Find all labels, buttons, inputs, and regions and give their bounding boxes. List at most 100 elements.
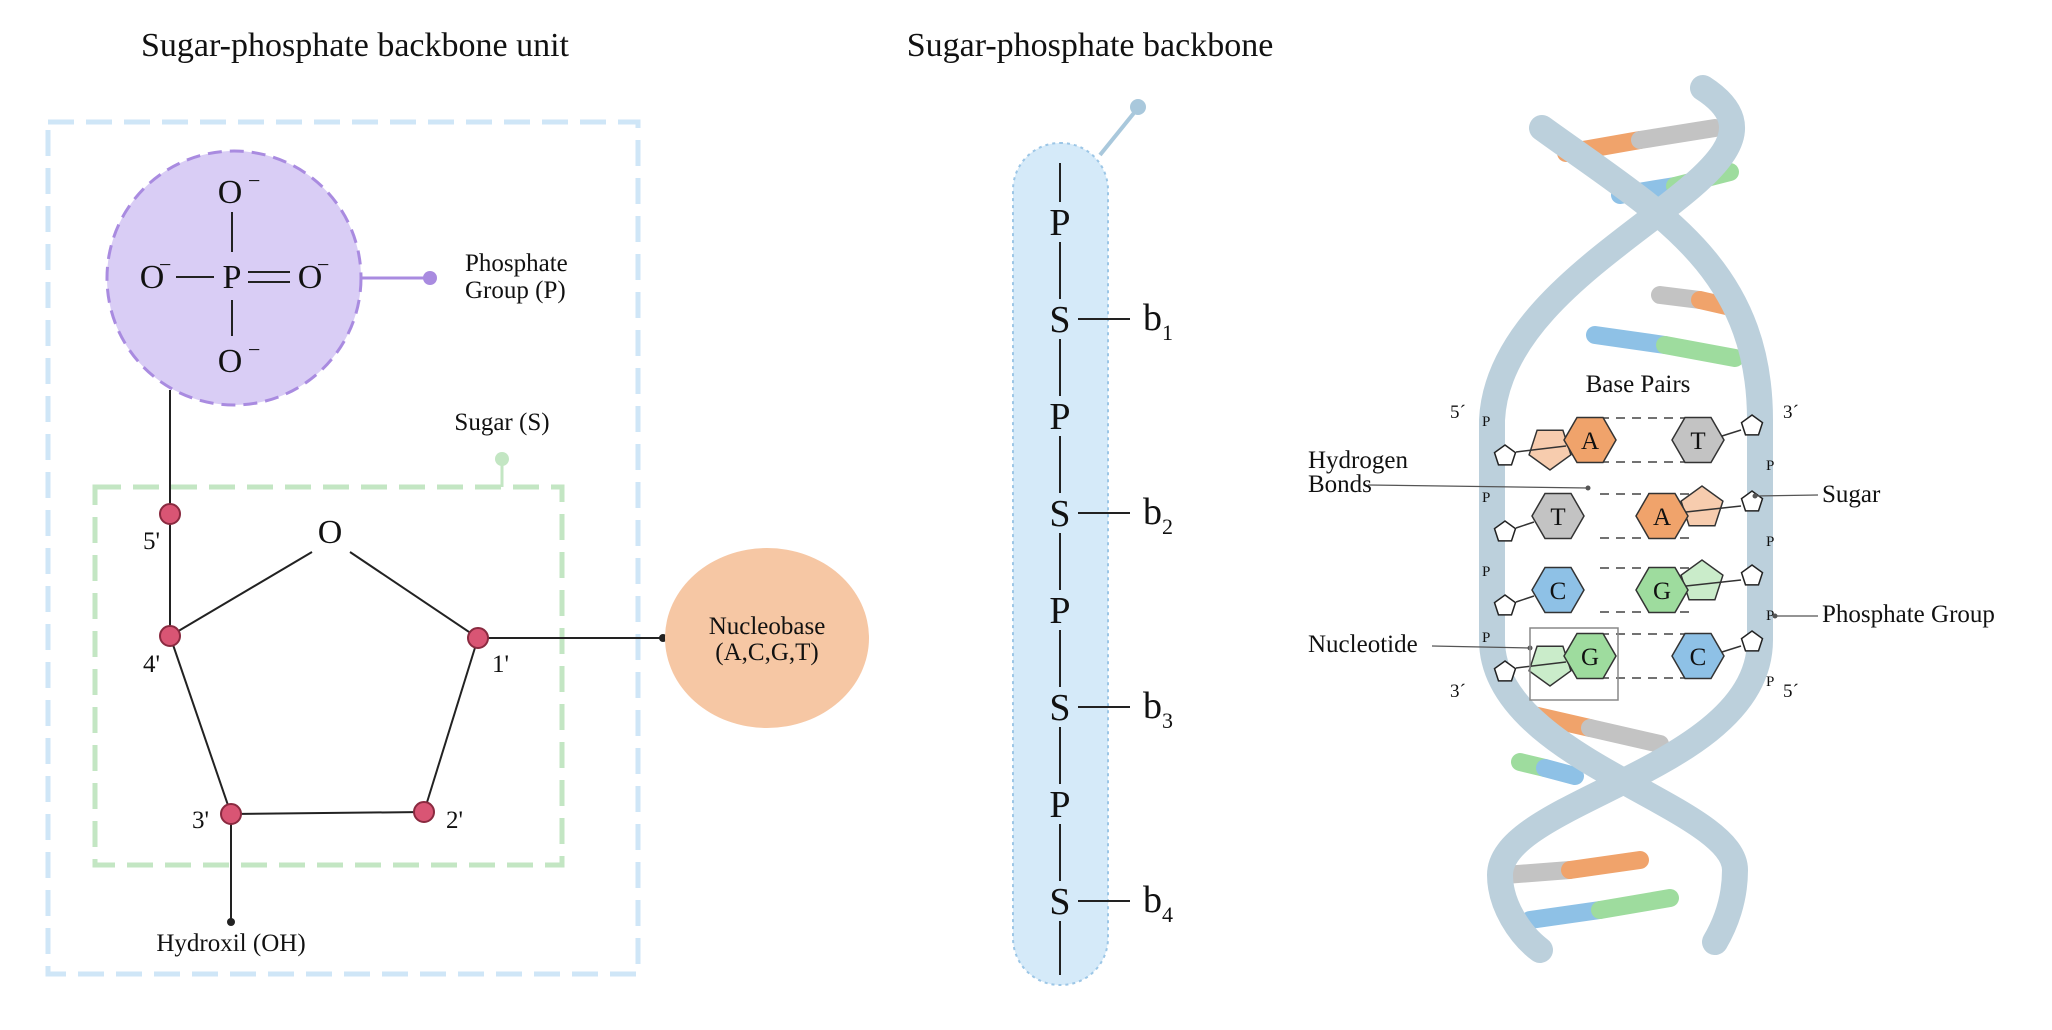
prime-5-top: 5´: [1450, 402, 1466, 423]
purine-ring-left-4: [1528, 645, 1572, 687]
sugar-annotation: Sugar: [1822, 481, 1881, 508]
carbon-4: [159, 625, 181, 647]
base-index-4: 4: [1162, 902, 1173, 927]
phosphate-leader-dot: [423, 271, 437, 285]
phosphorus-atom: P: [223, 259, 242, 296]
phosphate-letter-right-4: P: [1766, 674, 1774, 690]
base-left-letter-1: A: [1581, 428, 1599, 455]
base-index-3: 3: [1162, 708, 1173, 733]
base-left-letter-2: T: [1550, 504, 1565, 531]
sugar-pentagon-right-3: [1740, 564, 1764, 586]
oxygen-left: O: [140, 259, 165, 296]
base-left-3: [1531, 566, 1585, 614]
phosphate-letter-right-1: P: [1766, 458, 1774, 474]
backbone-leader-dot: [1130, 99, 1146, 115]
purine-ring-right-2: [1680, 485, 1724, 527]
helix-strand-2: [1479, 75, 1749, 955]
carbon-label-4: 4': [143, 651, 160, 678]
nucleotide-annotation: Nucleotide: [1308, 631, 1418, 658]
base-right-2: [1635, 492, 1689, 540]
carbon-label-3: 3': [192, 807, 209, 834]
carbon-label-1: 1': [492, 651, 509, 678]
carbon-1: [467, 627, 489, 649]
base-pairs-label: Base Pairs: [1586, 371, 1691, 398]
sugar-pentagon-right-1: [1740, 414, 1764, 436]
base-label-4: b: [1143, 879, 1162, 921]
chain-sugar-5: S: [1049, 687, 1070, 729]
base-left-2: [1531, 492, 1585, 540]
charge-right: −: [317, 252, 329, 277]
charge-top: −: [248, 168, 260, 193]
backbone-panel: PS b 1PS b 2PS b 3PS b 4: [1012, 99, 1173, 986]
carbon-5: [159, 503, 181, 525]
carbon-3: [220, 803, 242, 825]
nucleobase-label-2: (A,C,G,T): [715, 639, 818, 666]
base-pair-2: P P T A: [1482, 485, 1774, 550]
base-index-1: 1: [1162, 320, 1173, 345]
base-label-2: b: [1143, 491, 1162, 533]
nucleotide-box: [1529, 627, 1619, 701]
sugar-pentagon-left-3: [1493, 594, 1517, 616]
phosphate-letter-left-4: P: [1482, 630, 1490, 646]
base-right-letter-4: C: [1690, 644, 1707, 671]
base-label-3: b: [1143, 685, 1162, 727]
phosphate-label-2: Group (P): [465, 277, 566, 304]
backbone-chain: PS b 1PS b 2PS b 3PS b 4: [1049, 163, 1173, 975]
base-left-1: [1563, 416, 1617, 464]
sugar-pentagon-left-2: [1493, 520, 1517, 542]
base-pair-3: P P C G: [1482, 559, 1774, 624]
oxygen-bottom: O: [218, 343, 243, 380]
carbon-label-2: 2': [446, 807, 463, 834]
nucleobase-ellipse: [665, 548, 869, 728]
carbon-label-5: 5': [143, 528, 160, 555]
nucleobase-label-1: Nucleobase: [709, 613, 826, 640]
sugar-pentagon-right-4: [1740, 630, 1764, 652]
chain-sugar-3: S: [1049, 493, 1070, 535]
phosphate-label-1: Phosphate: [465, 250, 568, 277]
unit-box: [45, 119, 641, 977]
carbon-2: [413, 801, 435, 823]
sugar-label: Sugar (S): [454, 409, 549, 436]
sugar-box: [92, 484, 565, 868]
chain-phosphate-2: P: [1049, 396, 1070, 438]
base-right-4: [1671, 632, 1725, 680]
base-right-letter-1: T: [1690, 428, 1705, 455]
phosphate-annotation: Phosphate Group: [1822, 601, 1995, 628]
purine-ring-left-1: [1528, 429, 1572, 471]
charge-bottom: −: [248, 337, 260, 362]
base-left-letter-3: C: [1550, 578, 1567, 605]
base-right-3: [1635, 566, 1689, 614]
chain-sugar-7: S: [1049, 881, 1070, 923]
chain-phosphate-0: P: [1049, 202, 1070, 244]
phosphate-structure: O − P O − O − O −: [140, 168, 330, 380]
oxygen-right: O: [298, 259, 323, 296]
prime-3-top: 3´: [1783, 402, 1799, 423]
unit-panel: Phosphate Group (P) O − P O − O − O − Su…: [45, 119, 869, 977]
chain-phosphate-4: P: [1049, 590, 1070, 632]
base-pair-4: P P G C: [1482, 630, 1774, 690]
base-index-2: 2: [1162, 514, 1173, 539]
base-left-letter-4: G: [1581, 644, 1599, 671]
helix-strand-1: [1486, 115, 1773, 963]
sugar-pentagon-left-4: [1493, 660, 1517, 682]
base-right-1: [1671, 416, 1725, 464]
phosphate-letter-left-3: P: [1482, 564, 1490, 580]
hydrogen-label-1: Hydrogen: [1308, 447, 1408, 474]
ring-oxygen: O: [318, 514, 343, 551]
oxygen-top: O: [218, 174, 243, 211]
purine-ring-right-3: [1680, 559, 1724, 601]
phosphate-letter-right-2: P: [1766, 534, 1774, 550]
phosphate-letter-left-1: P: [1482, 414, 1490, 430]
hydrogen-label-2: Bonds: [1308, 471, 1372, 498]
chain-sugar-1: S: [1049, 299, 1070, 341]
prime-3-bottom: 3´: [1450, 681, 1466, 702]
base-pairs: P P A T P P T A P P C G P P G C: [1482, 414, 1774, 690]
phosphate-letter-left-2: P: [1482, 490, 1490, 506]
base-pair-1: P P A T: [1482, 414, 1774, 474]
base-right-letter-2: A: [1653, 504, 1671, 531]
backbone-title: Sugar-phosphate backbone: [907, 27, 1274, 64]
charge-left: −: [159, 252, 171, 277]
base-right-letter-3: G: [1653, 578, 1671, 605]
